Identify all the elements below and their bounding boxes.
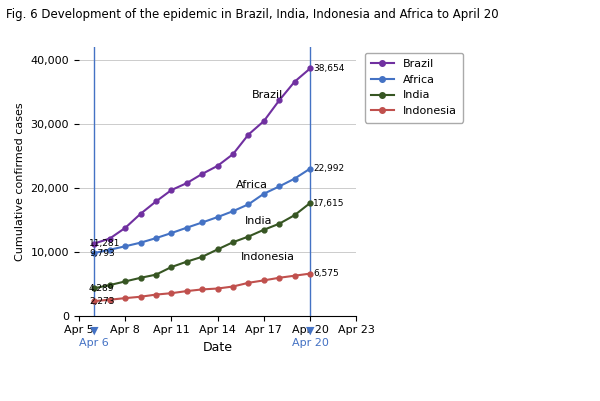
- Legend: Brazil, Africa, India, Indonesia: Brazil, Africa, India, Indonesia: [365, 53, 463, 123]
- Text: Fig. 6 Development of the epidemic in Brazil, India, Indonesia and Africa to Apr: Fig. 6 Development of the epidemic in Br…: [6, 8, 499, 21]
- Text: Apr 6: Apr 6: [79, 338, 109, 348]
- Text: ▼: ▼: [306, 326, 314, 336]
- Text: 22,992: 22,992: [313, 164, 344, 173]
- Text: Africa: Africa: [236, 180, 268, 190]
- Text: Brazil: Brazil: [251, 90, 283, 100]
- Text: 2,273: 2,273: [89, 297, 115, 306]
- Text: 4,289: 4,289: [89, 284, 115, 293]
- Text: Apr 20: Apr 20: [292, 338, 329, 348]
- Y-axis label: Cumulative confirmed cases: Cumulative confirmed cases: [15, 102, 25, 261]
- Text: 6,575: 6,575: [313, 269, 339, 278]
- X-axis label: Date: Date: [203, 341, 233, 354]
- Text: ▼: ▼: [90, 326, 98, 336]
- Text: Indonesia: Indonesia: [241, 253, 295, 262]
- Text: 38,654: 38,654: [313, 64, 344, 73]
- Text: 9,793: 9,793: [89, 249, 115, 257]
- Text: 11,281: 11,281: [89, 239, 120, 248]
- Text: India: India: [245, 216, 273, 226]
- Text: 17,615: 17,615: [313, 198, 344, 207]
